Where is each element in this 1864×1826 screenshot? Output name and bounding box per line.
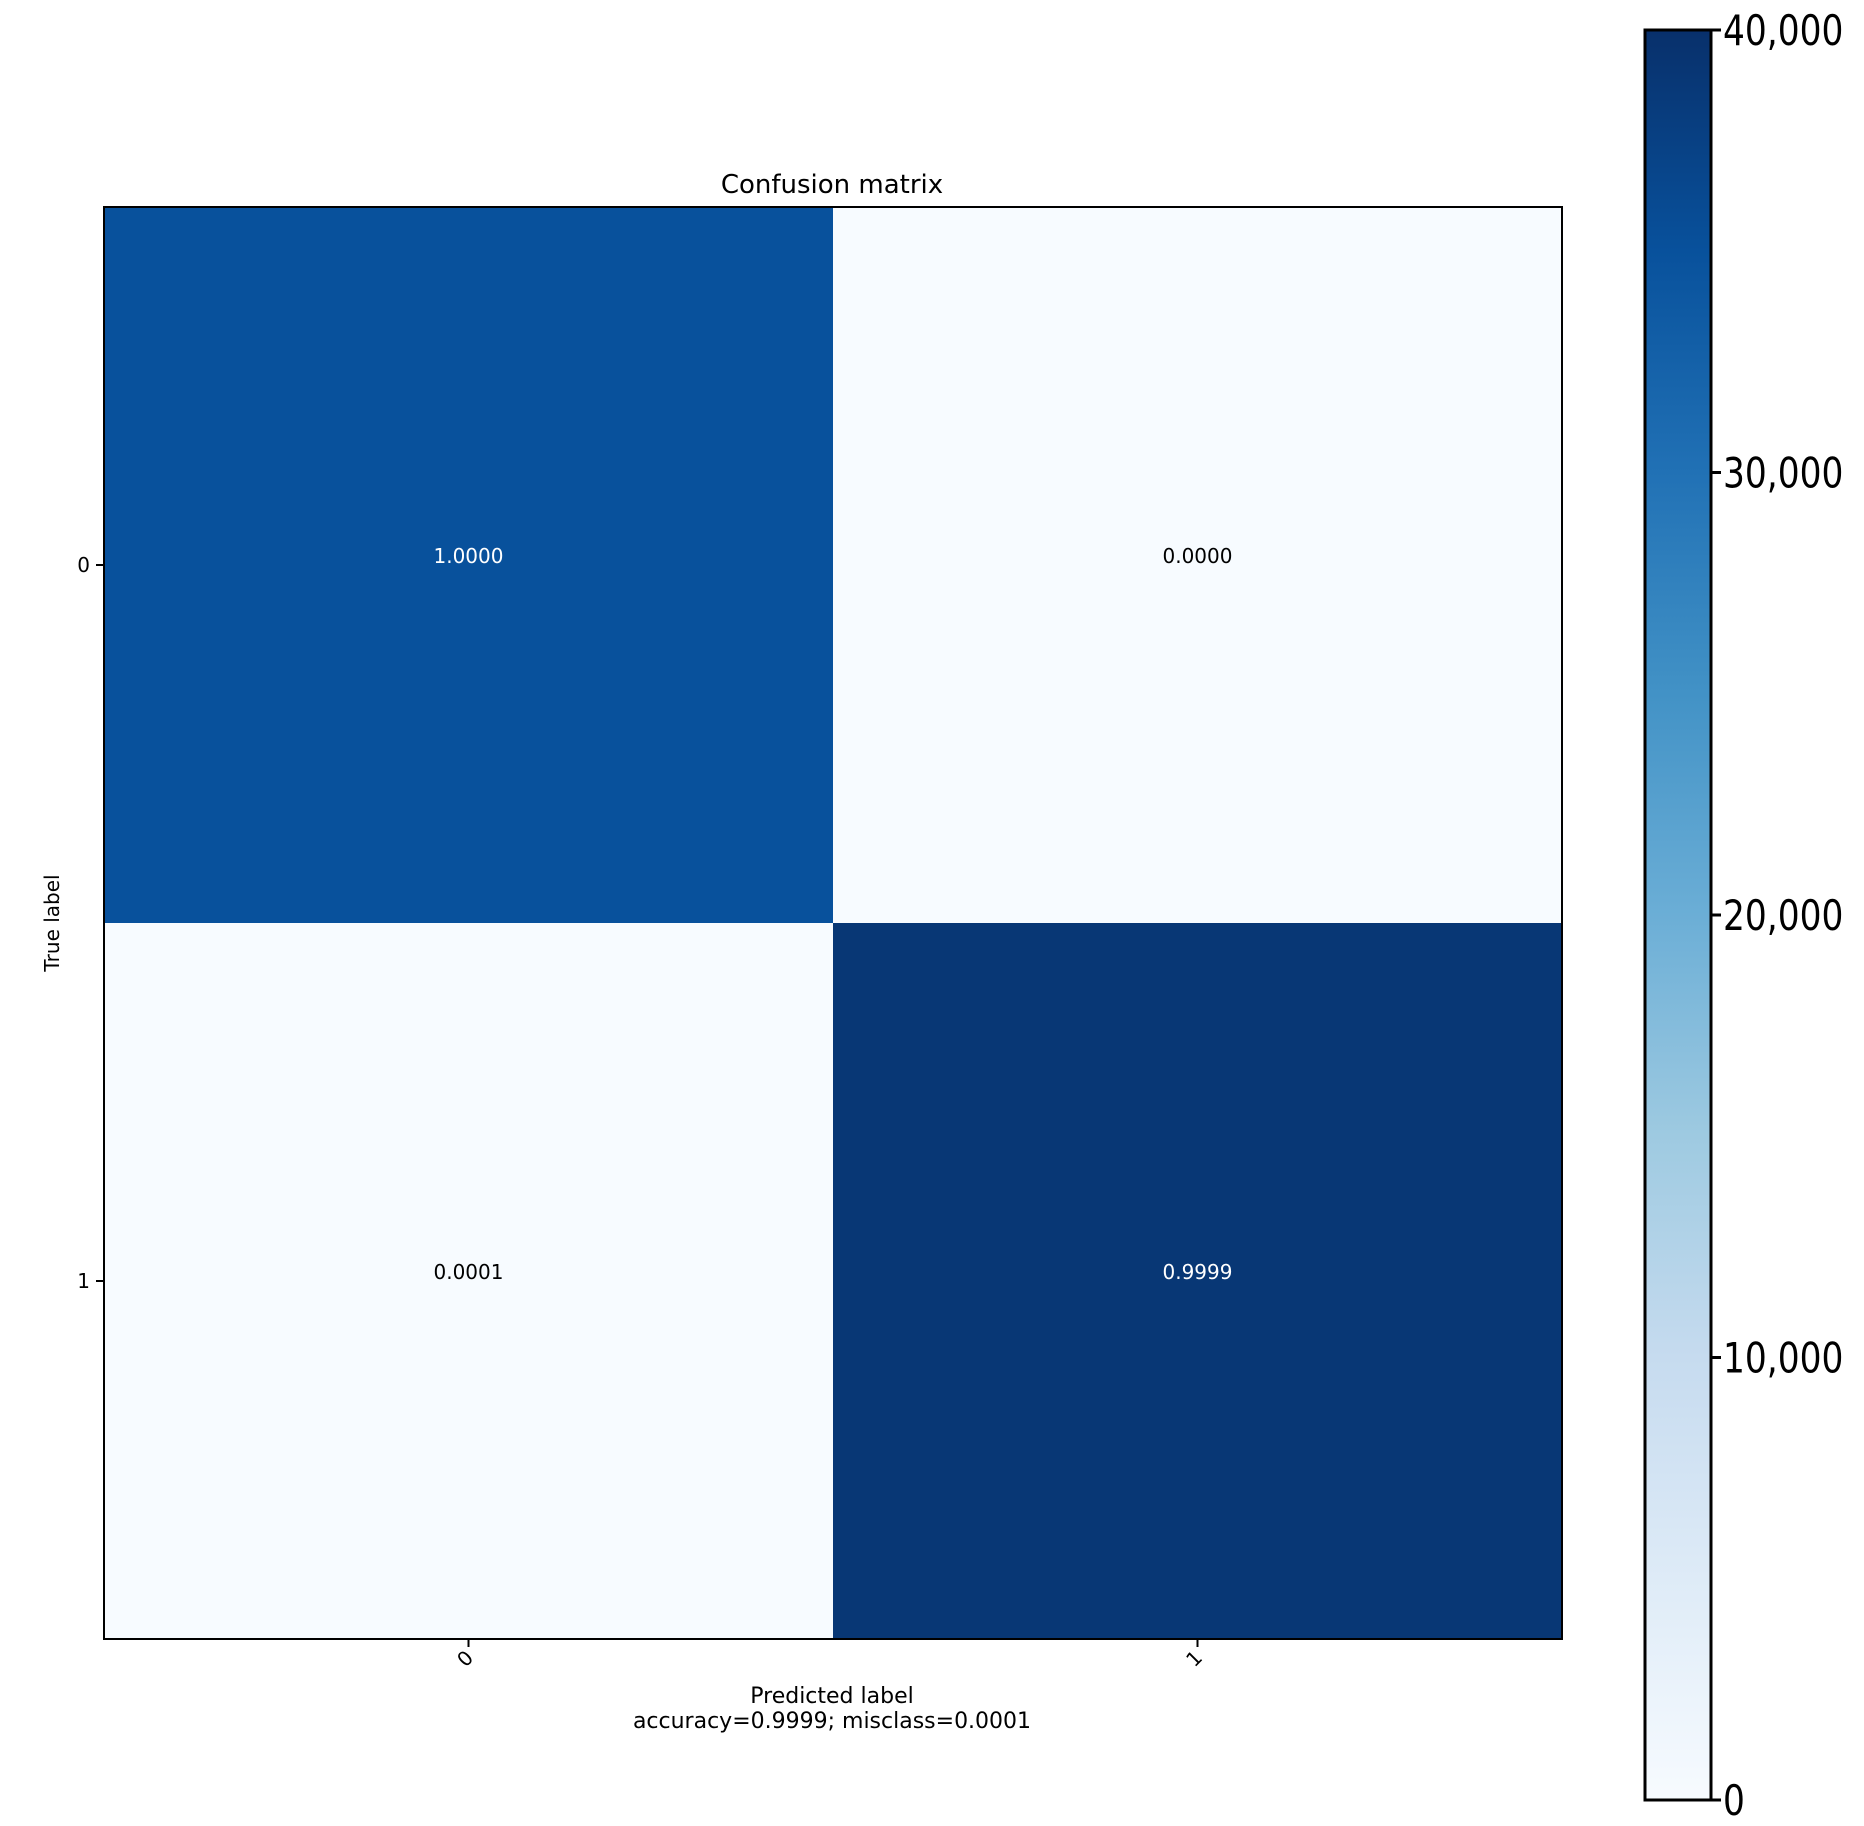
colorbar [1643,28,1713,1802]
x-tick-label: 1 [1181,1646,1207,1672]
chart-title: Confusion matrix [721,170,943,200]
x-axis-sublabel: accuracy=0.9999; misclass=0.0001 [633,1709,1031,1734]
cell-value-label: 1.0000 [434,544,504,568]
heatmap-cell [833,207,1562,923]
heatmap-cell [104,923,833,1639]
colorbar-tick-label: 20,000 [1723,892,1843,941]
y-axis-label: True label [40,874,64,972]
plot-frame [103,206,1563,1640]
x-tick-label: 0 [452,1646,478,1672]
y-tick-label: 0 [77,553,90,577]
colorbar-tick-label: 0 [1723,1777,1745,1826]
heatmap-cells: 1.0000 0.0000 0.0001 0.9999 [104,207,1562,1639]
heatmap-cell [104,207,833,923]
y-tick-label: 1 [77,1269,90,1293]
colorbar-tick-label: 30,000 [1723,449,1843,498]
cell-value-label: 0.9999 [1163,1260,1233,1284]
cell-value-label: 0.0001 [434,1260,504,1284]
colorbar-tick-label: 40,000 [1723,7,1843,56]
x-axis-label: Predicted label [750,1684,913,1709]
colorbar-ticks: 0 10,000 20,000 30,000 40,000 [1711,7,1843,1826]
heatmap-cell [833,923,1562,1639]
colorbar-tick-label: 10,000 [1723,1334,1843,1383]
cell-value-label: 0.0000 [1163,544,1233,568]
